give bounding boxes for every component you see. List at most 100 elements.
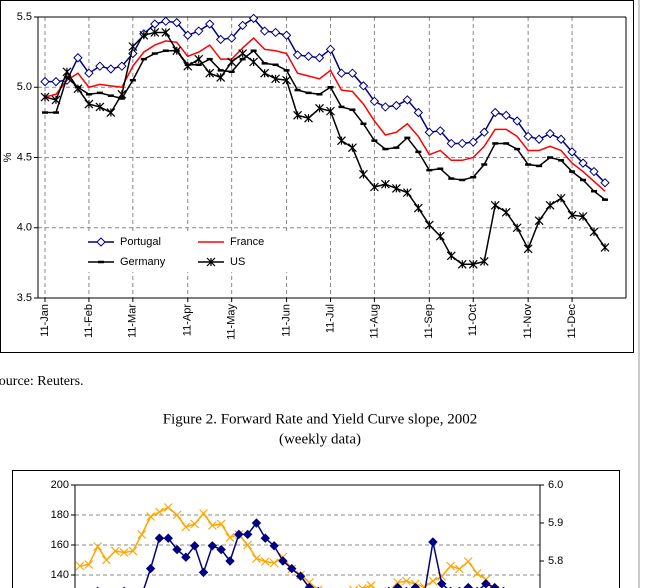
marker xyxy=(349,585,358,588)
marker xyxy=(225,533,235,542)
chart-frame xyxy=(12,470,620,588)
marker xyxy=(402,576,411,586)
marker xyxy=(207,541,218,551)
marker xyxy=(501,110,511,121)
marker xyxy=(501,207,511,217)
marker xyxy=(457,259,467,269)
marker xyxy=(446,138,456,149)
marker xyxy=(172,17,182,28)
y2-tick-label: 5.8 xyxy=(548,555,563,567)
marker xyxy=(435,126,446,136)
x-tick-label: 11-Apr xyxy=(182,304,194,337)
marker xyxy=(281,30,292,40)
marker xyxy=(215,34,226,45)
marker xyxy=(347,68,358,78)
y2-tick-label: 5.9 xyxy=(548,517,563,529)
marker xyxy=(424,127,435,137)
marker xyxy=(106,108,116,117)
marker xyxy=(199,509,208,518)
marker xyxy=(534,134,544,144)
marker xyxy=(172,544,182,555)
marker xyxy=(402,188,412,198)
marker xyxy=(534,216,544,226)
marker xyxy=(128,546,138,556)
series-line xyxy=(45,17,606,184)
marker xyxy=(172,510,182,520)
marker xyxy=(380,102,391,112)
marker xyxy=(512,223,522,233)
marker xyxy=(315,103,324,113)
marker xyxy=(145,563,156,574)
marker xyxy=(84,68,94,78)
marker xyxy=(600,242,610,252)
marker xyxy=(366,581,376,588)
marker xyxy=(139,30,149,40)
marker xyxy=(163,533,173,543)
marker xyxy=(578,158,588,168)
source-note: Source: Reuters. xyxy=(0,374,84,389)
marker xyxy=(137,530,147,539)
marker xyxy=(479,127,489,137)
series-line xyxy=(45,49,606,201)
marker xyxy=(225,556,235,566)
marker xyxy=(75,561,85,571)
y-tick-label: 5.0 xyxy=(17,81,32,93)
marker xyxy=(313,585,323,588)
marker xyxy=(51,76,61,87)
marker xyxy=(251,518,262,528)
marker xyxy=(428,576,438,586)
marker xyxy=(73,53,83,63)
marker xyxy=(270,27,281,38)
marker xyxy=(207,521,217,530)
marker xyxy=(393,578,403,587)
marker xyxy=(468,137,478,147)
marker xyxy=(410,582,421,588)
marker xyxy=(369,182,379,192)
legend-label: Portugal xyxy=(120,236,161,248)
y2-tick-label: 6.0 xyxy=(548,479,563,491)
marker xyxy=(523,131,533,142)
marker xyxy=(95,61,105,71)
marker xyxy=(446,561,456,571)
series-line xyxy=(44,31,606,266)
marker xyxy=(325,44,336,55)
marker xyxy=(348,143,357,153)
marker xyxy=(117,89,127,99)
series-line xyxy=(44,37,606,192)
marker xyxy=(110,546,120,556)
marker xyxy=(556,134,566,144)
x-tick-label: 11-Jun xyxy=(280,304,292,337)
marker xyxy=(252,554,261,563)
marker xyxy=(567,147,577,157)
marker xyxy=(303,51,314,62)
marker xyxy=(84,560,94,569)
marker xyxy=(84,99,94,109)
y-tick-label: 4.0 xyxy=(17,222,32,234)
marker xyxy=(161,28,171,37)
marker xyxy=(314,53,325,63)
marker xyxy=(402,95,413,105)
marker xyxy=(238,49,248,58)
marker xyxy=(51,95,61,105)
marker xyxy=(194,54,204,64)
marker xyxy=(154,533,165,543)
marker xyxy=(359,169,368,179)
marker xyxy=(413,203,423,213)
marker xyxy=(242,529,253,540)
marker xyxy=(146,512,156,521)
marker xyxy=(40,76,50,87)
y-tick-label: 160 xyxy=(51,539,69,551)
x-tick-label: 11-Sep xyxy=(423,304,435,339)
marker xyxy=(589,166,599,177)
marker xyxy=(282,75,291,85)
x-tick-label: 11-Oct xyxy=(467,304,479,336)
marker xyxy=(463,582,473,588)
marker xyxy=(154,507,164,517)
marker xyxy=(600,178,610,188)
x-tick-label: 11-Dec xyxy=(566,304,578,339)
marker xyxy=(269,558,279,568)
y-tick-label: 4.5 xyxy=(17,151,32,163)
marker xyxy=(337,136,346,146)
legend-label: France xyxy=(230,236,264,248)
legend-box xyxy=(88,232,288,272)
